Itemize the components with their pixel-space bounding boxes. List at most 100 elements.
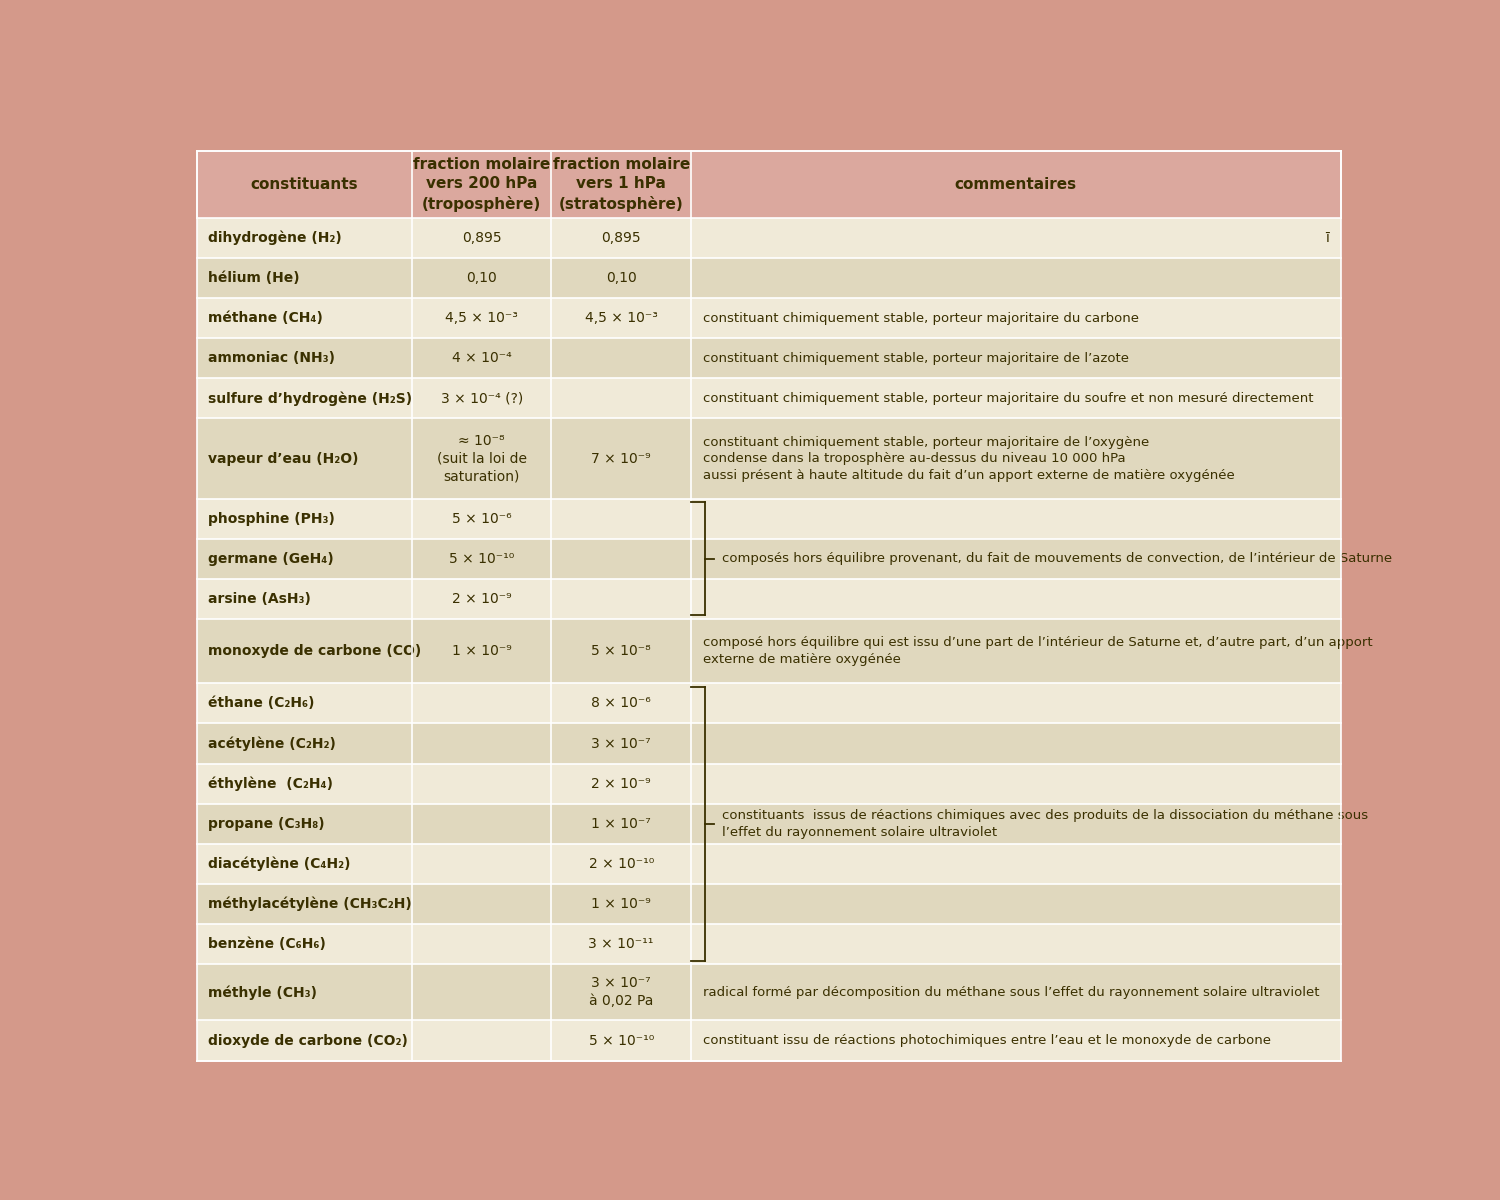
Text: 4,5 × 10⁻³: 4,5 × 10⁻³ [446,311,518,325]
Text: hélium (He): hélium (He) [209,271,300,284]
Text: méthylacétylène (CH₃C₂H): méthylacétylène (CH₃C₂H) [209,896,413,911]
Bar [196,1020,412,1061]
Bar [196,763,412,804]
Bar [692,619,1341,683]
Bar [196,338,412,378]
Text: 2 × 10⁻⁹: 2 × 10⁻⁹ [452,592,512,606]
Bar [413,578,552,619]
Bar [552,924,692,965]
Bar [413,258,552,298]
Bar [692,378,1341,419]
Bar [196,151,412,217]
Bar [552,378,692,419]
Bar [413,151,552,217]
Bar [196,844,412,884]
Text: propane (C₃H₈): propane (C₃H₈) [209,817,326,830]
Text: phosphine (PH₃): phosphine (PH₃) [209,511,336,526]
Bar [196,578,412,619]
Bar [552,578,692,619]
Bar [552,804,692,844]
Bar [692,539,1341,578]
Text: 4 × 10⁻⁴: 4 × 10⁻⁴ [452,352,512,365]
Bar [413,298,552,338]
Bar [552,965,692,1020]
Text: éthylène  (C₂H₄): éthylène (C₂H₄) [209,776,333,791]
Text: 5 × 10⁻⁶: 5 × 10⁻⁶ [452,511,512,526]
Bar [552,539,692,578]
Bar [196,804,412,844]
Text: ammoniac (NH₃): ammoniac (NH₃) [209,352,336,365]
Bar [692,258,1341,298]
Bar [413,338,552,378]
Bar [196,924,412,965]
Bar [413,217,552,258]
Bar [413,1020,552,1061]
Bar [413,378,552,419]
Bar [196,258,412,298]
Bar [692,804,1341,844]
Text: constituants: constituants [251,178,358,192]
Bar [196,419,412,499]
Bar [552,151,692,217]
Bar [552,298,692,338]
Text: constituant chimiquement stable, porteur majoritaire de l’oxygène
condense dans : constituant chimiquement stable, porteur… [702,436,1234,481]
Bar [552,724,692,763]
Text: constituant chimiquement stable, porteur majoritaire du soufre et non mesuré dir: constituant chimiquement stable, porteur… [702,392,1312,404]
Text: constituant chimiquement stable, porteur majoritaire de l’azote: constituant chimiquement stable, porteur… [702,352,1128,365]
Bar [552,338,692,378]
Bar [413,419,552,499]
Text: diacétylène (C₄H₂): diacétylène (C₄H₂) [209,857,351,871]
Bar [196,378,412,419]
Bar [196,619,412,683]
Text: 0,895: 0,895 [602,230,640,245]
Text: 0,10: 0,10 [466,271,496,284]
Text: 3 × 10⁻⁷: 3 × 10⁻⁷ [591,737,651,750]
Text: fraction molaire
vers 1 hPa
(stratosphère): fraction molaire vers 1 hPa (stratosphèr… [552,157,690,212]
Text: 3 × 10⁻⁴ (?): 3 × 10⁻⁴ (?) [441,391,524,406]
Text: constituant issu de réactions photochimiques entre l’eau et le monoxyde de carbo: constituant issu de réactions photochimi… [702,1034,1270,1048]
Bar [196,884,412,924]
Text: éthane (C₂H₆): éthane (C₂H₆) [209,696,315,710]
Bar [692,965,1341,1020]
Text: 0,895: 0,895 [462,230,501,245]
Bar [552,499,692,539]
Text: 3 × 10⁻⁷
à 0,02 Pa: 3 × 10⁻⁷ à 0,02 Pa [590,977,654,1008]
Text: radical formé par décomposition du méthane sous l’effet du rayonnement solaire u: radical formé par décomposition du métha… [702,986,1318,998]
Text: fraction molaire
vers 200 hPa
(troposphère): fraction molaire vers 200 hPa (troposphè… [413,157,550,212]
Bar [692,884,1341,924]
Bar [413,724,552,763]
Text: 5 × 10⁻¹⁰: 5 × 10⁻¹⁰ [588,1033,654,1048]
Bar [413,499,552,539]
Bar [692,338,1341,378]
Bar [552,619,692,683]
Text: monoxyde de carbone (CO): monoxyde de carbone (CO) [209,644,422,659]
Bar [413,804,552,844]
Text: méthane (CH₄): méthane (CH₄) [209,311,324,325]
Bar [552,258,692,298]
Bar [413,683,552,724]
Text: composés hors équilibre provenant, du fait de mouvements de convection, de l’int: composés hors équilibre provenant, du fa… [723,552,1392,565]
Text: 4,5 × 10⁻³: 4,5 × 10⁻³ [585,311,657,325]
Text: 5 × 10⁻⁸: 5 × 10⁻⁸ [591,644,651,659]
Bar [413,965,552,1020]
Text: composé hors équilibre qui est issu d’une part de l’intérieur de Saturne et, d’a: composé hors équilibre qui est issu d’un… [702,636,1372,666]
Bar [552,1020,692,1061]
Text: 8 × 10⁻⁶: 8 × 10⁻⁶ [591,696,651,710]
Bar [413,539,552,578]
Bar [692,419,1341,499]
Bar [196,683,412,724]
Bar [552,884,692,924]
Bar [413,844,552,884]
Text: 3 × 10⁻¹¹: 3 × 10⁻¹¹ [588,937,654,952]
Bar [552,419,692,499]
Bar [692,499,1341,539]
Text: 0,10: 0,10 [606,271,636,284]
Text: constituant chimiquement stable, porteur majoritaire du carbone: constituant chimiquement stable, porteur… [702,312,1138,325]
Text: arsine (AsH₃): arsine (AsH₃) [209,592,312,606]
Bar [692,724,1341,763]
Text: vapeur d’eau (H₂O): vapeur d’eau (H₂O) [209,451,358,466]
Bar [552,683,692,724]
Text: constituants  issus de réactions chimiques avec des produits de la dissociation : constituants issus de réactions chimique… [723,809,1368,839]
Bar [692,1020,1341,1061]
Text: 1 × 10⁻⁹: 1 × 10⁻⁹ [591,898,651,911]
